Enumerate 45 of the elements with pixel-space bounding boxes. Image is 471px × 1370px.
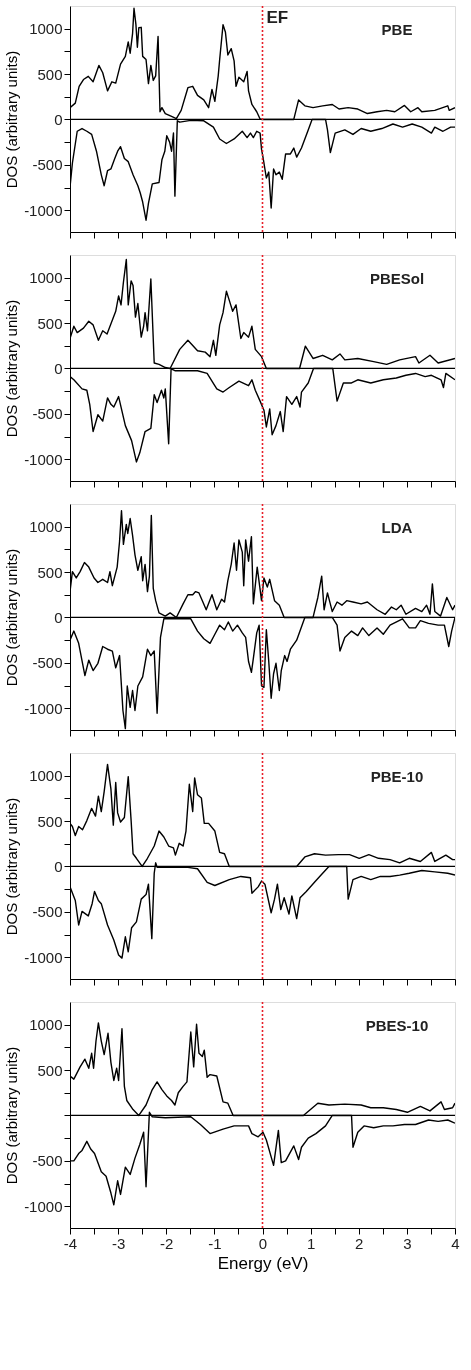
x-tick-label: 4 [451,1234,460,1252]
y-tick-label: -500 [32,1152,63,1170]
y-tick-label: 0 [54,110,63,128]
y-tick-label: -1000 [24,1197,63,1215]
y-tick-label: -500 [32,405,63,423]
annotation: PBES-10 [365,1017,429,1034]
y-axis-title: DOS (arbitrary units) [3,1046,21,1185]
annotation: PBE-10 [370,768,424,785]
annotation: LDA [381,519,413,536]
y-axis-title: DOS (arbitrary units) [3,50,21,189]
y-axis-title: DOS (arbitrary units) [3,797,21,936]
y-tick-label: 1000 [29,767,63,785]
y-tick-label: 1000 [29,518,63,536]
x-tick-label: 1 [306,1234,316,1252]
y-axis-title: DOS (arbitrary units) [3,299,21,438]
annotation: PBESol [369,270,425,287]
y-tick-label: -1000 [24,201,63,219]
y-tick-label: 0 [54,608,63,626]
y-tick-label: 1000 [29,20,63,38]
y-tick-label: 500 [37,563,63,581]
y-tick-label: 1000 [29,269,63,287]
y-tick-label: -1000 [24,450,63,468]
y-tick-label: 500 [37,812,63,830]
x-tick-label: 2 [355,1234,364,1252]
y-tick-label: 500 [37,314,63,332]
y-tick-label: 500 [37,1061,63,1079]
y-tick-label: 0 [54,359,63,377]
ref-line-label: EF [266,8,289,27]
y-tick-label: -1000 [24,948,63,966]
y-tick-label: -500 [32,156,63,174]
x-tick-label: -1 [208,1234,222,1252]
y-tick-label: 1000 [29,1016,63,1034]
x-tick-label: 3 [403,1234,412,1252]
y-axis-title: DOS (arbitrary units) [3,548,21,687]
y-tick-label: -1000 [24,699,63,717]
x-tick-label: -2 [160,1234,174,1252]
y-tick-label: -500 [32,903,63,921]
x-axis-title: Energy (eV) [217,1253,309,1273]
y-tick-label: -500 [32,654,63,672]
y-tick-label: 500 [37,65,63,83]
x-tick-label: -4 [63,1234,78,1252]
y-tick-label: 0 [54,857,63,875]
annotation: PBE [381,21,413,38]
x-tick-label: 0 [258,1234,268,1252]
x-tick-label: -3 [111,1234,126,1252]
